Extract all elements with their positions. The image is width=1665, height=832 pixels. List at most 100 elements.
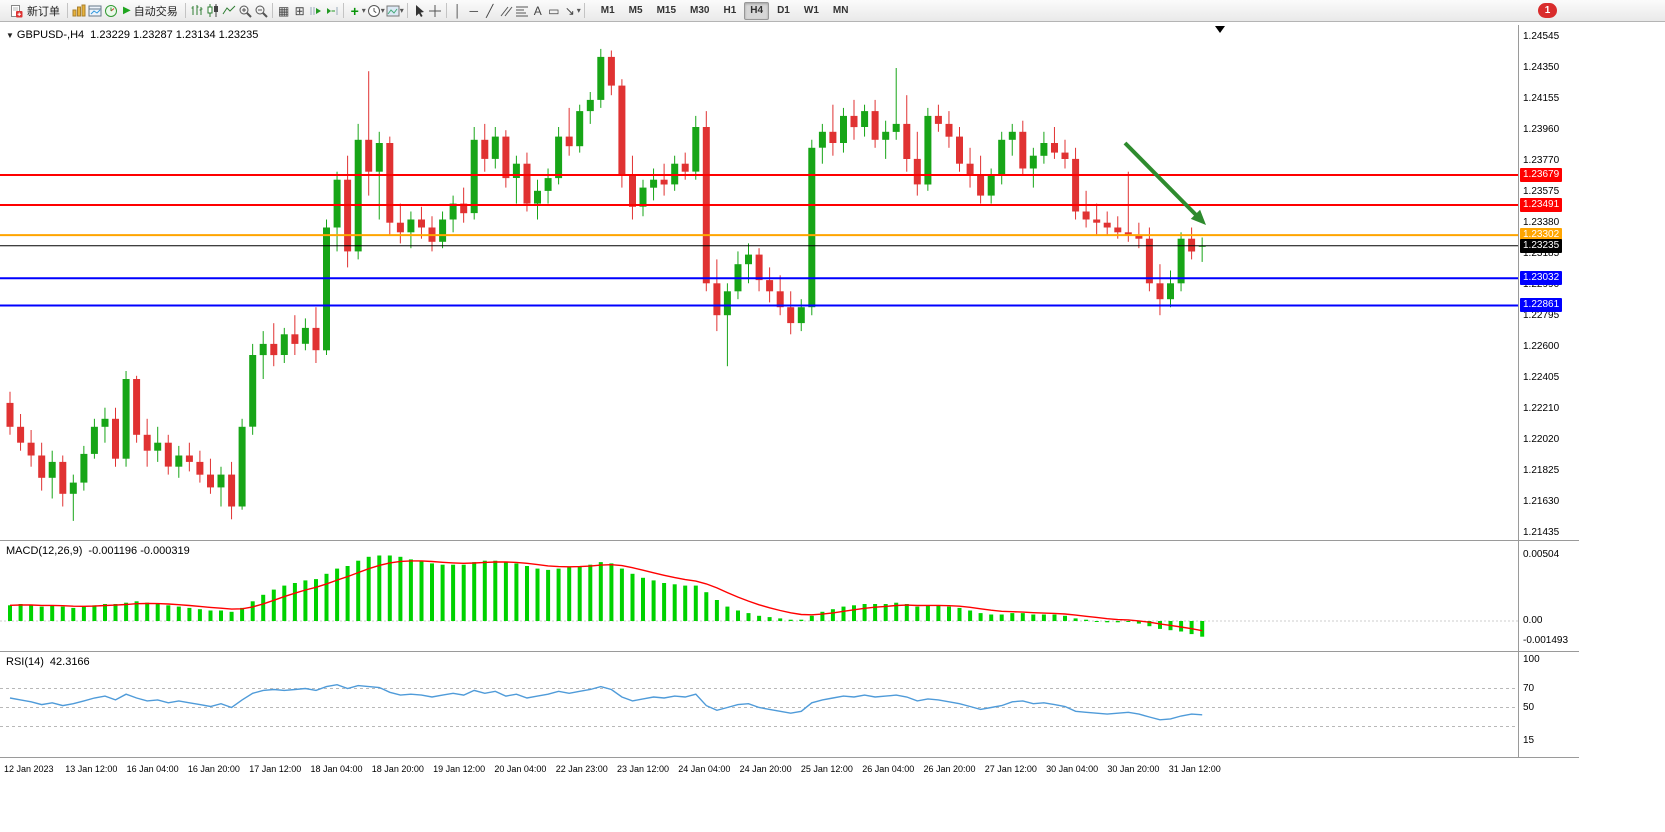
timeframe-m30-button[interactable]: M30 <box>690 4 710 16</box>
trendline-tool-icon[interactable]: ╱ <box>486 3 494 18</box>
periods-dropdown-icon[interactable]: ▾ <box>380 6 385 15</box>
macd-panel[interactable] <box>0 541 1518 651</box>
trend-arrow[interactable] <box>1123 141 1202 221</box>
macd-axis-label: 0.00 <box>1523 615 1543 626</box>
rsi-panel[interactable] <box>0 652 1518 757</box>
price-tag: 1.23235 <box>1520 238 1563 253</box>
bear-candle <box>850 115 858 128</box>
macd-histogram-bar <box>514 563 519 621</box>
channel-tool-icon[interactable] <box>498 3 514 19</box>
timeframe-h1-button[interactable]: H1 <box>723 4 737 16</box>
price-axis-label: 1.23380 <box>1523 216 1560 228</box>
timeframe-mn-button[interactable]: MN <box>832 4 849 16</box>
bear-candle <box>787 307 795 324</box>
text-tool-icon[interactable]: A <box>533 3 542 18</box>
chart-menu-icon[interactable]: ▼ <box>6 31 14 40</box>
market-watch-icon[interactable] <box>103 3 119 19</box>
macd-values: -0.001196 -0.000319 <box>88 545 190 557</box>
bear-candle <box>1135 235 1143 239</box>
main-chart-panel[interactable] <box>0 25 1518 540</box>
vertical-line-tool-icon[interactable]: │ <box>454 3 462 18</box>
bear-candle <box>977 174 985 196</box>
bull-candle <box>840 115 847 143</box>
label-tool-icon[interactable]: ▭ <box>548 3 560 18</box>
zoom-out-icon[interactable] <box>253 3 269 19</box>
tile-windows-icon[interactable]: ▦ <box>278 3 290 18</box>
macd-histogram-bar <box>29 605 34 621</box>
arrows-dropdown-icon[interactable]: ▾ <box>576 6 581 15</box>
bear-candle <box>829 131 837 143</box>
timeframe-group: M1 M5 M15 M30 H1 H4 D1 W1 MN <box>594 1 856 20</box>
macd-histogram-bar <box>366 556 371 621</box>
crosshair-icon[interactable] <box>427 3 443 19</box>
time-axis[interactable]: 12 Jan 2023 13 Jan 12:00 16 Jan 04:00 16 Ja… <box>0 758 1518 780</box>
macd-histogram-bar <box>50 605 55 621</box>
time-axis-label: 26 Jan 04:00 <box>862 764 915 774</box>
macd-histogram-bar <box>408 559 413 621</box>
bear-candle <box>1019 131 1027 169</box>
bull-candle <box>861 111 869 127</box>
macd-histogram-bar <box>1115 621 1120 623</box>
bear-candle <box>1082 211 1090 220</box>
periods-icon[interactable] <box>366 3 382 19</box>
new-window-icon[interactable]: ⊞ <box>294 3 305 18</box>
timeframe-m15-button[interactable]: M15 <box>656 4 677 16</box>
horizontal-line-tool-icon[interactable]: ─ <box>469 3 478 18</box>
line-chart-type-icon[interactable] <box>221 3 237 19</box>
scroll-to-end-marker[interactable] <box>1215 26 1225 33</box>
macd-histogram-bar <box>862 604 867 621</box>
timeframe-m1-button[interactable]: M1 <box>600 4 615 16</box>
macd-histogram-bar <box>18 604 23 621</box>
macd-histogram-bar <box>398 556 403 621</box>
bear-candle <box>776 291 784 308</box>
candlestick-type-icon[interactable] <box>205 3 221 19</box>
bar-chart-type-icon[interactable] <box>189 3 205 19</box>
autotrading-label: 自动交易 <box>133 5 178 18</box>
bull-candle <box>1040 143 1048 156</box>
chart-symbol: GBPUSD-,H4 <box>16 29 85 41</box>
zoom-in-icon[interactable] <box>237 3 253 19</box>
bull-candle <box>586 99 594 112</box>
time-axis-label: 18 Jan 20:00 <box>371 764 424 774</box>
indicators-icon[interactable]: + <box>350 2 359 19</box>
macd-histogram-bar <box>335 568 340 621</box>
macd-histogram-bar <box>377 555 382 621</box>
macd-histogram-bar <box>1126 621 1131 622</box>
templates-dropdown-icon[interactable]: ▾ <box>399 6 404 15</box>
new-chart-icon[interactable] <box>71 3 87 19</box>
macd-histogram-bar <box>134 601 139 621</box>
bear-candle <box>365 139 373 172</box>
chart-shift-icon[interactable] <box>324 3 340 19</box>
macd-histogram-bar <box>187 607 192 621</box>
profiles-icon[interactable] <box>87 3 103 19</box>
macd-histogram-bar <box>904 604 909 621</box>
timeframe-d1-button[interactable]: D1 <box>777 4 790 16</box>
indicators-dropdown-icon[interactable]: ▾ <box>361 6 366 15</box>
macd-histogram-bar <box>1041 614 1046 621</box>
cursor-icon[interactable] <box>411 3 427 19</box>
new-order-button[interactable]: 新订单 <box>4 2 64 20</box>
bear-candle <box>523 163 531 204</box>
macd-histogram-bar <box>883 604 888 621</box>
price-tag: 1.23302 <box>1520 228 1563 243</box>
auto-scroll-icon[interactable] <box>308 3 324 19</box>
templates-icon[interactable] <box>385 3 401 19</box>
bear-candle <box>291 334 299 344</box>
panel-separator[interactable] <box>0 651 1579 652</box>
price-axis[interactable]: 1.24545 1.24350 1.24155 1.23960 1.23770 1.235… <box>1519 23 1665 832</box>
arrows-tool-icon[interactable]: ↘ <box>564 3 575 18</box>
price-tag: 1.22861 <box>1520 298 1563 313</box>
bull-candle <box>534 190 541 204</box>
timeframe-h4-button[interactable]: H4 <box>744 1 770 20</box>
timeframe-m5-button[interactable]: M5 <box>628 4 643 16</box>
bear-candle <box>38 455 46 478</box>
notification-badge[interactable]: 1 <box>1538 3 1557 18</box>
bull-candle <box>512 163 520 178</box>
price-axis-label: 1.22020 <box>1523 433 1560 445</box>
price-axis-label: 1.24155 <box>1523 93 1560 105</box>
fibonacci-tool-icon[interactable] <box>514 3 530 19</box>
panel-separator[interactable] <box>0 540 1579 541</box>
macd-histogram-bar <box>1063 615 1067 621</box>
autotrading-button[interactable]: ▶ 自动交易 <box>119 2 182 20</box>
timeframe-w1-button[interactable]: W1 <box>803 4 819 16</box>
